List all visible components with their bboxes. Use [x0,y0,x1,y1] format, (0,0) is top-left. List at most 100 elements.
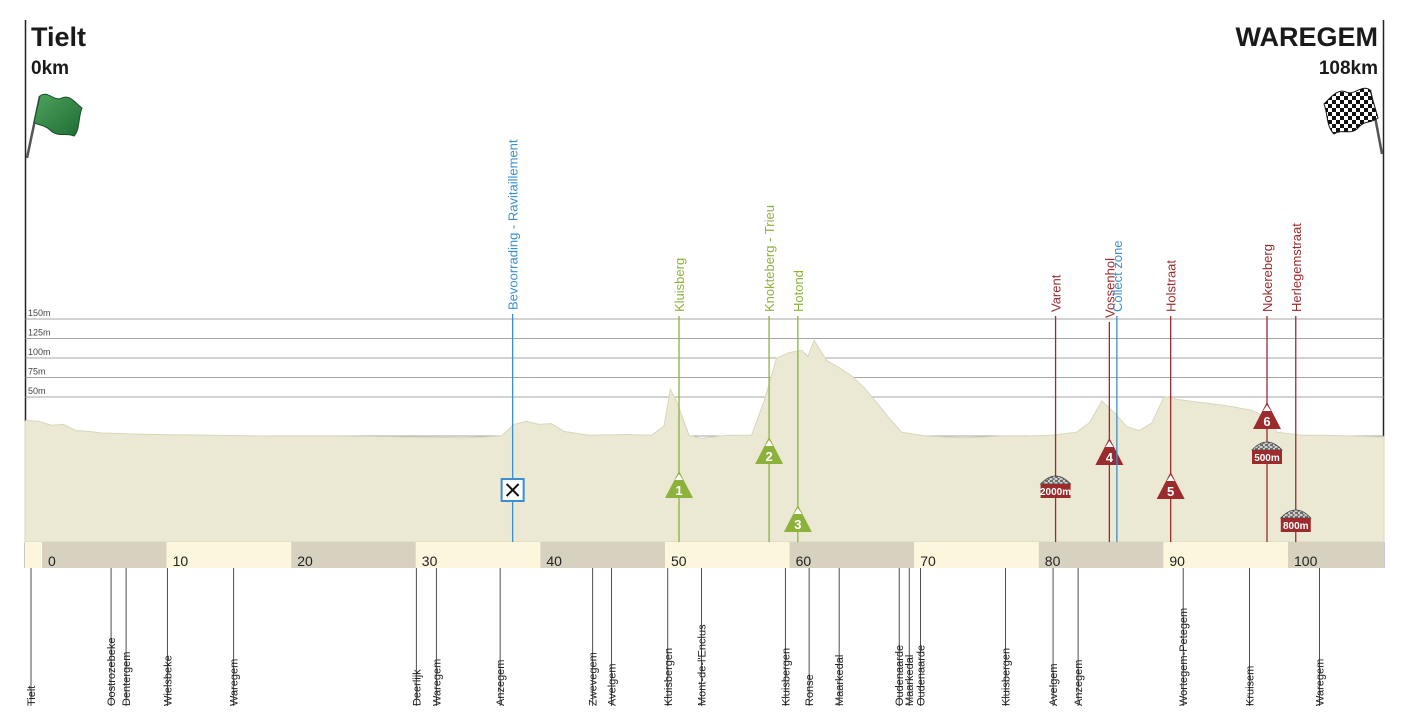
km-band-segment [291,542,416,568]
climb-triangle-icon [665,471,694,498]
town-label: Oostrozebeke [106,638,118,706]
km-band-segment [166,542,292,568]
town-label: Waregem [229,659,241,706]
km-band-segment [1163,542,1288,568]
town-label: Kluisbergen [780,648,792,706]
climb-triangle-icon [1156,472,1185,499]
marker-label: Herlegemstraat [1289,223,1304,312]
town-label: Maarkedal [904,655,916,706]
cobbles-icon [1039,475,1072,485]
x-tick-label: 40 [546,553,562,569]
km-band-segment [42,542,167,568]
km-band-segment [25,542,41,568]
marker-label: Knokteberg - Trieu [762,205,777,312]
climb-number: 2 [765,449,772,464]
cobble-length-badge [1280,518,1311,532]
climb-number: 5 [1167,484,1174,499]
km-band-segment [1288,542,1384,568]
km-band-segment [1038,542,1164,568]
climb-peak-icon [1166,475,1175,481]
climb-triangle-icon [1252,402,1281,429]
y-tick-label: 125m [28,328,51,338]
marker-label: Nokereberg [1260,244,1275,312]
km-band-segment [665,542,790,568]
town-label: Maarkedal [834,655,846,706]
town-label: Avelgem [1048,663,1060,706]
km-band-segment [540,542,665,568]
x-tick-label: 90 [1169,553,1185,569]
town-label: Zwevegem [588,652,600,706]
x-tick-label: 70 [920,553,936,569]
marker-label: Vossenhol [1102,258,1117,318]
cobble-length-badge [1040,484,1071,498]
town-label: Wortegem-Petegem [1178,608,1190,706]
y-tick-label: 75m [28,367,46,377]
town-label: Ronse [804,674,816,706]
cobbles-icon [1251,441,1283,451]
town-labels: Tielt Oostrozebeke Dentergem Wielsbeke Wareg… [26,568,1327,706]
town-label: Kluisbergen [1001,648,1013,706]
climb-number: 1 [675,483,682,498]
climb-peak-icon [765,440,774,446]
climb-triangle-icon [755,437,784,464]
cobbles-icon [1279,509,1312,519]
km-band-segment [415,542,541,568]
cobble-length-label: 2000m [1040,487,1071,498]
y-tick-label: 50m [28,386,46,396]
town-label: Anzegem [1073,660,1085,706]
climb-peak-icon [675,474,684,480]
town-label: Waregem [1315,659,1327,706]
km-band-segment [789,542,915,568]
climb-number: 4 [1106,450,1114,465]
start-town: Tielt [31,22,87,52]
cobble-length-badge [1251,450,1282,464]
town-label: Wielsbeke [162,655,174,706]
marker-label: Holstraat [1164,260,1179,312]
km-band-segment [914,542,1039,568]
town-label: Mont-de-l'Enclus [697,624,709,706]
finish-km: 108km [1318,58,1378,79]
town-label: Dentergem [121,652,133,706]
profile-area [24,339,1385,543]
start-km: 0km [31,58,70,79]
y-tick-label: 100m [28,347,51,357]
km-band: 0 10 20 30 40 50 60 70 80 90 100 [25,542,1384,569]
finish-town: WAREGEM [1235,22,1378,52]
marker-label: Bevoorrading - Ravitaillement [506,139,521,310]
marker-label: Hotond [791,270,806,312]
town-label: Tielt [26,686,38,706]
y-tick-label: 150m [28,308,51,318]
town-label: Kluisbergen [663,648,675,706]
x-tick-label: 100 [1294,553,1318,569]
cobble-length-label: 500m [1254,453,1280,464]
town-label: Anzegem [495,660,507,706]
town-label: Avelgem [606,663,618,706]
x-tick-label: 10 [173,553,189,569]
town-label: Oudenaarde [915,645,927,706]
x-tick-label: 50 [671,553,687,569]
cobble-length-label: 800m [1283,521,1309,532]
cutlery-icon-stroke [505,483,520,497]
climb-markers: Bevoorrading - Ravitaillement Kluisberg 1 K… [500,139,1312,542]
marker-label: Collect zone [1110,240,1125,312]
x-tick-label: 30 [422,553,438,569]
climb-peak-icon [1105,441,1114,447]
green-flag-icon [25,93,83,159]
x-tick-label: 80 [1045,553,1061,569]
marker-label: Varent [1049,274,1064,312]
climb-triangle-icon [783,505,812,532]
climb-peak-icon [793,508,802,514]
marker-label: Kluisberg [672,258,687,312]
x-tick-label: 20 [297,553,313,569]
x-tick-label: 60 [796,553,812,569]
town-label: Kruisem [1244,666,1256,706]
x-tick-label: 0 [48,553,56,569]
town-label: Oudenaarde [894,645,906,706]
profile-area-fill [24,339,1385,543]
checkered-flag-icon [1323,87,1384,155]
climb-number: 6 [1263,414,1270,429]
town-label: Deerlijk [411,669,423,706]
town-label: Waregem [431,659,443,706]
